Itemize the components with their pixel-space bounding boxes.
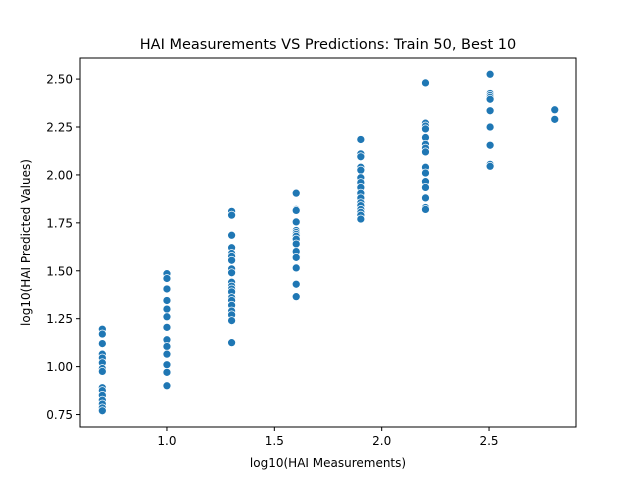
data-point bbox=[421, 168, 430, 178]
data-point bbox=[550, 105, 560, 115]
data-point bbox=[227, 230, 236, 240]
data-point bbox=[356, 165, 366, 175]
data-point bbox=[291, 206, 301, 215]
data-point bbox=[421, 78, 430, 88]
x-tick-label: 1.5 bbox=[265, 434, 284, 448]
y-axis-label: log10(HAI Predicted Values) bbox=[19, 159, 33, 326]
data-point bbox=[162, 322, 172, 332]
chart-title: HAI Measurements VS Predictions: Train 5… bbox=[140, 37, 516, 53]
data-point bbox=[162, 360, 172, 370]
y-tick-label: 0.75 bbox=[46, 408, 73, 422]
data-point bbox=[162, 349, 172, 359]
data-point bbox=[291, 263, 301, 273]
data-point bbox=[485, 122, 495, 132]
data-point bbox=[227, 338, 236, 348]
data-point bbox=[97, 406, 107, 416]
data-point bbox=[227, 268, 236, 278]
x-tick-label: 2.5 bbox=[479, 434, 498, 448]
data-point bbox=[227, 316, 236, 325]
data-points bbox=[97, 69, 560, 416]
y-axis-ticks: 0.75 1.00 1.25 1.50 1.75 2.00 2.25 2.50 bbox=[46, 73, 80, 422]
data-point bbox=[162, 284, 172, 294]
data-point bbox=[550, 114, 560, 124]
data-point bbox=[162, 274, 172, 283]
x-tick-label: 1.0 bbox=[157, 434, 176, 448]
data-point bbox=[227, 255, 236, 265]
x-axis-ticks: 1.0 1.5 2.0 2.5 bbox=[157, 427, 499, 448]
data-point bbox=[356, 135, 366, 144]
y-tick-label: 1.50 bbox=[46, 264, 73, 278]
data-point bbox=[162, 342, 172, 351]
y-tick-label: 1.75 bbox=[46, 216, 73, 230]
y-tick-label: 2.50 bbox=[46, 73, 73, 87]
x-axis-label: log10(HAI Measurements) bbox=[250, 456, 406, 470]
data-point bbox=[291, 239, 301, 249]
y-tick-label: 1.25 bbox=[46, 312, 73, 326]
data-point bbox=[356, 152, 366, 162]
data-point bbox=[162, 312, 172, 322]
data-point bbox=[421, 124, 430, 134]
data-point bbox=[485, 106, 495, 116]
data-point bbox=[421, 193, 430, 203]
data-point bbox=[485, 94, 495, 104]
data-point bbox=[291, 252, 301, 262]
data-point bbox=[97, 367, 107, 376]
data-point bbox=[291, 217, 301, 227]
data-point bbox=[162, 381, 172, 391]
data-point bbox=[97, 339, 107, 348]
data-point bbox=[421, 183, 430, 192]
data-point bbox=[97, 329, 107, 339]
y-tick-label: 2.25 bbox=[46, 121, 73, 135]
data-point bbox=[162, 304, 172, 314]
plot-frame bbox=[79, 57, 577, 428]
data-point bbox=[356, 214, 366, 224]
data-point bbox=[421, 205, 430, 214]
data-point bbox=[162, 367, 172, 377]
x-tick-label: 2.0 bbox=[372, 434, 391, 448]
data-point bbox=[291, 279, 301, 289]
data-point bbox=[485, 140, 495, 150]
data-point bbox=[485, 69, 495, 79]
data-point bbox=[291, 292, 301, 302]
data-point bbox=[291, 188, 301, 198]
data-point bbox=[227, 210, 236, 220]
y-tick-label: 1.00 bbox=[46, 360, 73, 374]
data-point bbox=[485, 161, 495, 171]
y-tick-label: 2.00 bbox=[46, 168, 73, 182]
data-point bbox=[162, 296, 172, 305]
data-point bbox=[421, 147, 430, 157]
